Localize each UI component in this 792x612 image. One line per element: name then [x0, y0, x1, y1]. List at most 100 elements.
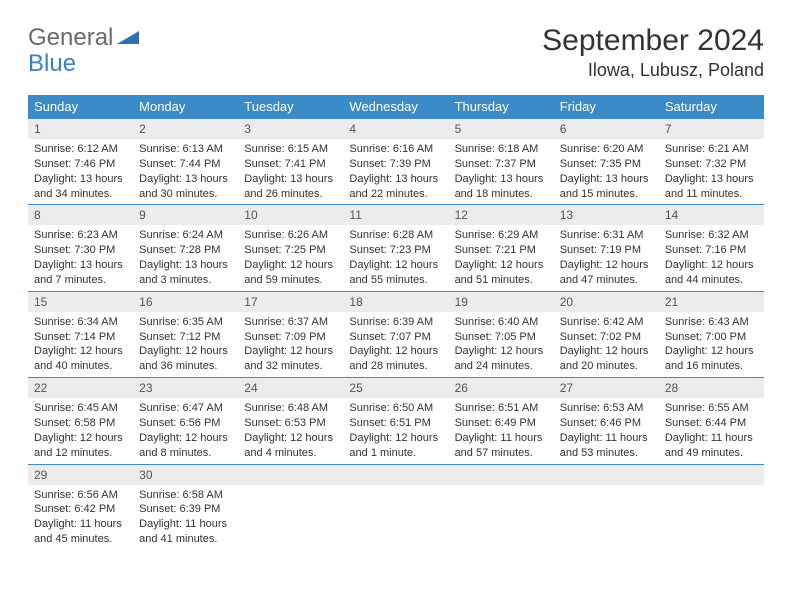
sunset-text: Sunset: 7:19 PM	[560, 243, 653, 258]
sunrise-text: Sunrise: 6:56 AM	[34, 488, 127, 503]
day-number: 10	[238, 205, 343, 225]
day-number: 25	[343, 378, 448, 398]
sunset-text: Sunset: 7:23 PM	[349, 243, 442, 258]
day-cell: 20Sunrise: 6:42 AMSunset: 7:02 PMDayligh…	[554, 291, 659, 377]
daylight-text: Daylight: 12 hours and 36 minutes.	[139, 344, 232, 374]
empty-day-header	[449, 465, 554, 485]
empty-day-header	[554, 465, 659, 485]
day-number: 12	[449, 205, 554, 225]
logo-line2: Blue	[28, 50, 76, 78]
logo-arrow-icon	[117, 24, 139, 52]
day-number: 24	[238, 378, 343, 398]
daylight-text: Daylight: 12 hours and 44 minutes.	[665, 258, 758, 288]
sunrise-text: Sunrise: 6:21 AM	[665, 142, 758, 157]
day-number: 1	[28, 119, 133, 139]
day-info: Sunrise: 6:26 AMSunset: 7:25 PMDaylight:…	[238, 225, 343, 290]
day-info: Sunrise: 6:29 AMSunset: 7:21 PMDaylight:…	[449, 225, 554, 290]
day-number: 17	[238, 292, 343, 312]
sunset-text: Sunset: 7:21 PM	[455, 243, 548, 258]
day-cell: 4Sunrise: 6:16 AMSunset: 7:39 PMDaylight…	[343, 119, 448, 205]
daylight-text: Daylight: 12 hours and 32 minutes.	[244, 344, 337, 374]
dow-tuesday: Tuesday	[238, 95, 343, 119]
day-cell: 8Sunrise: 6:23 AMSunset: 7:30 PMDaylight…	[28, 205, 133, 291]
day-info: Sunrise: 6:45 AMSunset: 6:58 PMDaylight:…	[28, 398, 133, 463]
sunset-text: Sunset: 6:58 PM	[34, 416, 127, 431]
day-info: Sunrise: 6:21 AMSunset: 7:32 PMDaylight:…	[659, 139, 764, 204]
day-number: 13	[554, 205, 659, 225]
day-cell: 27Sunrise: 6:53 AMSunset: 6:46 PMDayligh…	[554, 378, 659, 464]
daylight-text: Daylight: 12 hours and 16 minutes.	[665, 344, 758, 374]
day-info: Sunrise: 6:47 AMSunset: 6:56 PMDaylight:…	[133, 398, 238, 463]
day-cell: 21Sunrise: 6:43 AMSunset: 7:00 PMDayligh…	[659, 291, 764, 377]
sunset-text: Sunset: 7:16 PM	[665, 243, 758, 258]
daylight-text: Daylight: 13 hours and 30 minutes.	[139, 172, 232, 202]
sunrise-text: Sunrise: 6:55 AM	[665, 401, 758, 416]
week-row: 1Sunrise: 6:12 AMSunset: 7:46 PMDaylight…	[28, 119, 764, 205]
sunrise-text: Sunrise: 6:53 AM	[560, 401, 653, 416]
sunset-text: Sunset: 6:51 PM	[349, 416, 442, 431]
dow-saturday: Saturday	[659, 95, 764, 119]
sunrise-text: Sunrise: 6:28 AM	[349, 228, 442, 243]
daylight-text: Daylight: 12 hours and 4 minutes.	[244, 431, 337, 461]
sunset-text: Sunset: 7:28 PM	[139, 243, 232, 258]
sunrise-text: Sunrise: 6:12 AM	[34, 142, 127, 157]
sunrise-text: Sunrise: 6:37 AM	[244, 315, 337, 330]
day-cell	[343, 464, 448, 550]
day-of-week-row: SundayMondayTuesdayWednesdayThursdayFrid…	[28, 95, 764, 119]
day-number: 23	[133, 378, 238, 398]
header: General September 2024 Ilowa, Lubusz, Po…	[28, 24, 764, 81]
sunset-text: Sunset: 7:00 PM	[665, 330, 758, 345]
day-cell	[449, 464, 554, 550]
day-cell: 9Sunrise: 6:24 AMSunset: 7:28 PMDaylight…	[133, 205, 238, 291]
sunset-text: Sunset: 7:44 PM	[139, 157, 232, 172]
day-number: 11	[343, 205, 448, 225]
calendar-table: SundayMondayTuesdayWednesdayThursdayFrid…	[28, 95, 764, 550]
day-cell: 28Sunrise: 6:55 AMSunset: 6:44 PMDayligh…	[659, 378, 764, 464]
day-number: 27	[554, 378, 659, 398]
day-cell: 7Sunrise: 6:21 AMSunset: 7:32 PMDaylight…	[659, 119, 764, 205]
day-number: 14	[659, 205, 764, 225]
sunrise-text: Sunrise: 6:39 AM	[349, 315, 442, 330]
day-cell: 5Sunrise: 6:18 AMSunset: 7:37 PMDaylight…	[449, 119, 554, 205]
dow-wednesday: Wednesday	[343, 95, 448, 119]
day-number: 3	[238, 119, 343, 139]
day-info: Sunrise: 6:13 AMSunset: 7:44 PMDaylight:…	[133, 139, 238, 204]
day-number: 8	[28, 205, 133, 225]
daylight-text: Daylight: 12 hours and 28 minutes.	[349, 344, 442, 374]
day-info: Sunrise: 6:23 AMSunset: 7:30 PMDaylight:…	[28, 225, 133, 290]
sunrise-text: Sunrise: 6:32 AM	[665, 228, 758, 243]
sunrise-text: Sunrise: 6:47 AM	[139, 401, 232, 416]
daylight-text: Daylight: 12 hours and 8 minutes.	[139, 431, 232, 461]
sunset-text: Sunset: 7:30 PM	[34, 243, 127, 258]
sunset-text: Sunset: 7:09 PM	[244, 330, 337, 345]
day-number: 5	[449, 119, 554, 139]
week-row: 15Sunrise: 6:34 AMSunset: 7:14 PMDayligh…	[28, 291, 764, 377]
day-cell: 1 Sunrise: 6:12 AMSunset: 7:46 PMDaylight…	[28, 119, 133, 205]
sunrise-text: Sunrise: 6:31 AM	[560, 228, 653, 243]
day-info: Sunrise: 6:40 AMSunset: 7:05 PMDaylight:…	[449, 312, 554, 377]
day-cell: 17 Sunrise: 6:37 AMSunset: 7:09 PMDayligh…	[238, 291, 343, 377]
sunrise-text: Sunrise: 6:34 AM	[34, 315, 127, 330]
day-info: Sunrise: 6:15 AMSunset: 7:41 PMDaylight:…	[238, 139, 343, 204]
sunrise-text: Sunrise: 6:13 AM	[139, 142, 232, 157]
day-cell: 12Sunrise: 6:29 AMSunset: 7:21 PMDayligh…	[449, 205, 554, 291]
day-info: Sunrise: 6:50 AMSunset: 6:51 PMDaylight:…	[343, 398, 448, 463]
daylight-text: Daylight: 12 hours and 47 minutes.	[560, 258, 653, 288]
sunset-text: Sunset: 7:07 PM	[349, 330, 442, 345]
sunset-text: Sunset: 7:14 PM	[34, 330, 127, 345]
day-cell: 24Sunrise: 6:48 AMSunset: 6:53 PMDayligh…	[238, 378, 343, 464]
day-number: 29	[28, 465, 133, 485]
day-number: 20	[554, 292, 659, 312]
day-info: Sunrise: 6:58 AMSunset: 6:39 PMDaylight:…	[133, 485, 238, 550]
sunset-text: Sunset: 7:46 PM	[34, 157, 127, 172]
daylight-text: Daylight: 11 hours and 53 minutes.	[560, 431, 653, 461]
sunset-text: Sunset: 7:37 PM	[455, 157, 548, 172]
day-cell: 3Sunrise: 6:15 AMSunset: 7:41 PMDaylight…	[238, 119, 343, 205]
title-block: September 2024 Ilowa, Lubusz, Poland	[542, 24, 764, 81]
logo-text-blue: Blue	[28, 50, 76, 77]
day-info: Sunrise: 6:20 AMSunset: 7:35 PMDaylight:…	[554, 139, 659, 204]
sunset-text: Sunset: 7:41 PM	[244, 157, 337, 172]
daylight-text: Daylight: 13 hours and 15 minutes.	[560, 172, 653, 202]
daylight-text: Daylight: 13 hours and 34 minutes.	[34, 172, 127, 202]
daylight-text: Daylight: 12 hours and 12 minutes.	[34, 431, 127, 461]
